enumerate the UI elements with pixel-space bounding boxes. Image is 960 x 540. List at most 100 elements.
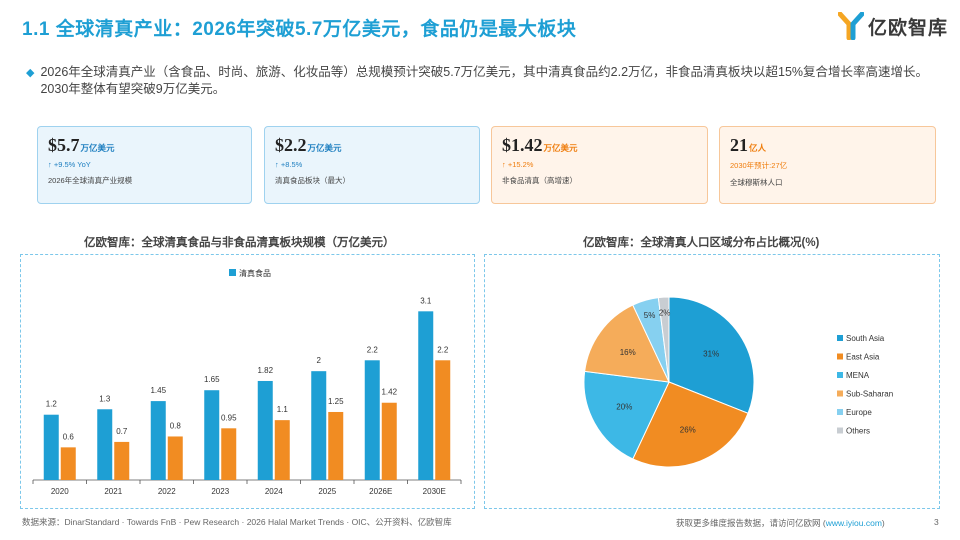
legend-swatch [837,353,843,360]
legend-label: MENA [846,371,870,380]
data-label: 3.1 [420,296,432,305]
data-label: 1.3 [99,394,111,403]
cta-end: ) [881,518,885,528]
kpi-card-food: $2.2万亿美元 ↑ +8.5% 清真食品板块（最大） [264,126,480,204]
x-tick-label: 2026E [369,487,392,496]
data-label: 1.82 [257,366,273,375]
summary-text: 2026年全球清真产业（含食品、时尚、旅游、化妆品等）总规模预计突破5.7万亿美… [40,65,929,96]
bar [150,401,166,480]
legend-item: Others [837,427,870,436]
kpi-unit: 万亿美元 [307,143,342,153]
kpi-unit: 亿人 [749,143,767,153]
data-label: 0.95 [221,413,237,422]
pie-slice [584,304,670,383]
data-label: 0.6 [63,432,75,441]
kpi-change: ↑ +9.5% YoY [48,160,91,169]
slice-label: 26% [680,425,696,434]
legend-swatch [837,427,843,434]
pie-chart-title: 亿欧智库：全球清真人口区域分布占比概况(%) [583,237,820,249]
x-tick-label: 2023 [211,487,229,496]
bar [114,441,130,480]
legend-swatch [229,269,236,276]
pie-chart-panel: 31% 26% 20% 16% 5% 2% South Asia East Asia MENA S… [484,254,940,509]
pie-slice [657,296,670,383]
legend-item: MENA [837,371,870,380]
data-label: 1.45 [150,386,166,395]
pie-slice [632,381,749,468]
legend-swatch [837,390,843,397]
bar [60,447,76,480]
kpi-desc: 2026年全球清真产业规模 [48,176,133,185]
slice-label: 2% [659,308,671,317]
footer-cta: 获取更多维度报告数据，请访问亿欧网 (www.iyiou.com) [676,517,885,529]
kpi-card-nonfood: $1.42万亿美元 ↑ +15.2% 非食品清真（高增速） [491,126,708,204]
legend-label: Others [846,427,870,436]
data-label: 2.2 [437,345,449,354]
legend-item: South Asia [837,334,885,343]
kpi-change: ↑ +15.2% [502,160,534,169]
x-tick-label: 2030E [423,487,446,496]
kpi-unit: 万亿美元 [543,143,578,153]
logo-text: 亿欧智库 [868,17,949,39]
bar-chart-panel: 清真食品 1.2 0.6 2020 1.3 0.7 2021 1.45 0.8 2022 1.65 0… [20,254,475,509]
data-label: 1.42 [381,388,397,397]
kpi-value: $2.2 [275,135,307,155]
bar [97,409,113,480]
bar [311,371,327,480]
data-label: 2.2 [367,345,379,354]
slice-label: 5% [644,311,656,320]
bar [435,360,451,480]
kpi-desc: 非食品清真（高增速） [502,176,577,185]
slice-label: 16% [620,348,636,357]
brand-logo: 亿欧智库 [838,12,948,40]
page-number: 3 [934,517,939,527]
kpi-unit: 万亿美元 [80,143,115,153]
data-label: 0.8 [170,421,182,430]
kpi-desc: 清真食品板块（最大） [275,176,350,185]
kpi-card-total: $5.7万亿美元 ↑ +9.5% YoY 2026年全球清真产业规模 [37,126,252,204]
bar [364,360,380,480]
data-label: 1.25 [328,397,344,406]
legend-item: Europe [837,408,872,417]
legend-swatch [837,372,843,378]
legend-label: Europe [846,408,872,417]
bar [418,311,434,480]
legend-item: 清真食品 [229,268,271,278]
bar [257,380,273,480]
page-title: 1.1 全球清真产业：2026年突破5.7万亿美元，食品仍是最大板块 [22,19,577,40]
x-tick-label: 2021 [104,487,122,496]
data-label: 1.2 [46,400,58,409]
data-sources: 数据来源：DinarStandard · Towards FnB · Pew R… [22,517,452,527]
diamond-bullet-icon: ◆ [26,67,35,79]
kpi-value: 21 [730,135,748,155]
data-label: 1.65 [204,375,220,384]
pie-slice [668,296,755,414]
data-label: 1.1 [277,405,289,414]
bar-chart-title: 亿欧智库：全球清真食品与非食品清真板块规模（万亿美元） [84,237,395,249]
legend-swatch [837,335,843,341]
bar [381,402,397,480]
cta-text: 获取更多维度报告数据，请访问亿欧网 ( [676,518,826,528]
bar [221,428,237,480]
legend-label: South Asia [846,334,885,343]
legend-item: Sub-Saharan [837,390,893,399]
legend-swatch [837,409,843,415]
website-link[interactable]: www.iyiou.com [825,518,882,528]
logo-icon [838,12,864,40]
legend-item: East Asia [837,353,880,362]
bar [328,411,344,480]
summary-paragraph: ◆ 2026年全球清真产业（含食品、时尚、旅游、化妆品等）总规模预计突破5.7万… [26,64,946,98]
kpi-change: ↑ +8.5% [275,160,303,169]
kpi-card-population: 21亿人 2030年预计:27亿 全球穆斯林人口 [719,126,936,204]
data-label: 0.7 [116,427,128,436]
legend-label: Sub-Saharan [846,390,893,399]
pie-slice [583,370,670,460]
data-label: 2 [317,356,322,365]
x-tick-label: 2022 [158,487,176,496]
x-tick-label: 2025 [318,487,336,496]
legend-label: 清真食品 [239,268,271,278]
bar [274,420,290,480]
pie-chart: 31% 26% 20% 16% 5% 2% South Asia East Asia MENA S… [583,296,893,468]
bar [204,390,220,480]
slice-label: 20% [616,403,632,412]
